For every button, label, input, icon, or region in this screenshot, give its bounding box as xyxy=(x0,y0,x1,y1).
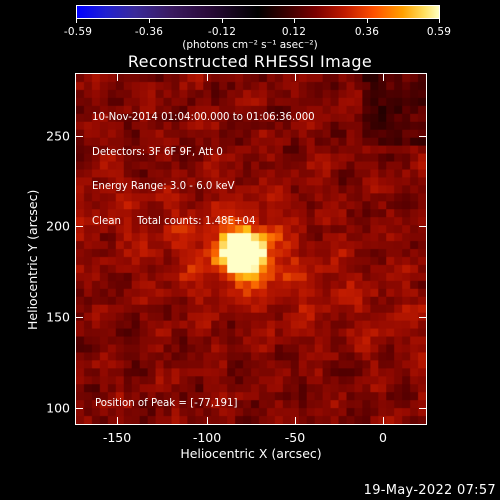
x-tick-label: -150 xyxy=(102,430,132,445)
info-line-energy: Energy Range: 3.0 - 6.0 keV xyxy=(92,181,235,192)
y-tick-label: 150 xyxy=(46,309,70,325)
x-tick-label: -100 xyxy=(192,430,222,445)
plot-title: Reconstructed RHESSI Image xyxy=(127,52,373,71)
heatmap-image xyxy=(76,74,426,424)
info-line-counts: Clean Total counts: 1.48E+04 xyxy=(92,215,256,227)
info-line-detectors: Detectors: 3F 6F 9F, Att 0 xyxy=(92,146,223,158)
colorbar-tick-label: 0.12 xyxy=(281,26,307,38)
peak-position-text: Position of Peak = [-77,191] xyxy=(95,398,238,409)
observation-info: 10-Nov-2014 01:04:00.000 to 01:06:36.000… xyxy=(92,89,315,250)
generation-timestamp: 19-May-2022 07:57 xyxy=(363,483,496,498)
colorbar-tick-label: -0.59 xyxy=(63,26,93,38)
y-tick-label: 250 xyxy=(46,128,70,144)
colorbar xyxy=(76,5,440,19)
x-axis-title: Heliocentric X (arcsec) xyxy=(180,446,322,461)
rhessi-image-plot: 10-Nov-2014 01:04:00.000 to 01:06:36.000… xyxy=(75,73,427,425)
colorbar-tick-label: 0.59 xyxy=(426,26,452,38)
y-axis-title: Heliocentric Y (arcsec) xyxy=(25,189,40,330)
colorbar-tick-label: 0.36 xyxy=(354,26,380,38)
colorbar-tick-label: -0.12 xyxy=(207,26,237,38)
info-line-time: 10-Nov-2014 01:04:00.000 to 01:06:36.000 xyxy=(92,112,315,123)
x-tick-label: 0 xyxy=(379,430,387,445)
colorbar-tick-label: -0.36 xyxy=(134,26,164,38)
y-tick-label: 200 xyxy=(46,218,70,234)
x-tick-label: -50 xyxy=(284,430,306,445)
y-tick-label: 100 xyxy=(46,400,70,416)
colorbar-units: (photons cm⁻² s⁻¹ asec⁻²) xyxy=(182,39,318,51)
